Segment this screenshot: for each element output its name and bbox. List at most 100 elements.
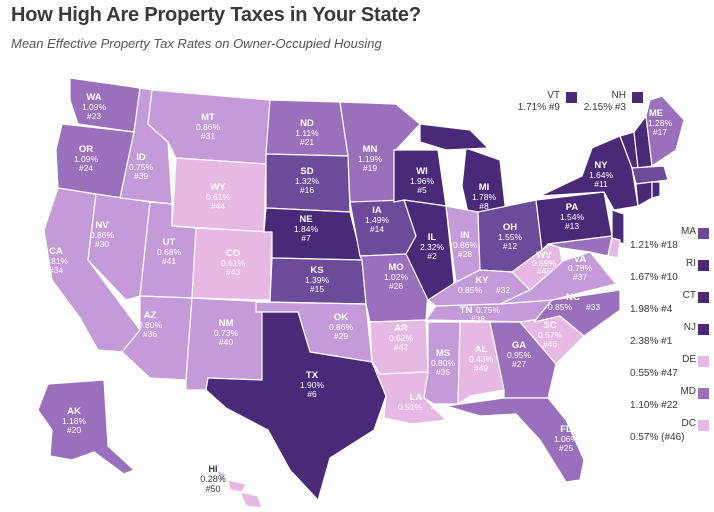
label-IN: IN0.86%#28 — [453, 230, 478, 259]
swatch-RI — [698, 260, 709, 271]
label-IL: IL2.32%#2 — [420, 232, 445, 261]
state-MA[interactable] — [631, 165, 669, 185]
label-PA-rank: #13 — [565, 221, 579, 231]
label-IA-abbr: IA — [372, 205, 382, 216]
state-NJ[interactable] — [611, 209, 625, 245]
label-MN-rank: #19 — [363, 163, 377, 173]
state-MD[interactable] — [547, 235, 613, 257]
label-UT-rank: #41 — [162, 256, 176, 266]
label-CA: CA0.81%#34 — [44, 246, 69, 275]
label-KY-abbr: KY — [475, 275, 489, 286]
label-TX: TX1.90%#6 — [300, 370, 325, 399]
label-TN-abbr: TN — [460, 305, 473, 316]
callout-MA-value: 1.21% #18 — [630, 240, 678, 251]
label-NM: NM0.73%#40 — [214, 318, 239, 347]
label-MI-rank: #8 — [479, 201, 489, 211]
label-TX-rate: 1.90% — [300, 380, 325, 390]
label-ME-rate: 1.28% — [648, 118, 673, 128]
state-WA[interactable] — [69, 77, 141, 133]
label-OH-abbr: OH — [503, 222, 517, 233]
label-ME-rank: #17 — [653, 127, 667, 137]
label-OR-abbr: OR — [79, 144, 93, 155]
label-OH-rank: #12 — [503, 241, 517, 251]
label-SD: SD1.32%#16 — [295, 166, 320, 195]
label-MN: MN1.19%#19 — [358, 144, 383, 173]
label-WY-rate: 0.61% — [206, 192, 231, 202]
state-NE[interactable] — [263, 207, 363, 261]
label-SD-rate: 1.32% — [295, 176, 320, 186]
callout-RI-abbr: RI — [686, 258, 696, 269]
label-KY-rate: 0.85% — [458, 285, 483, 295]
state-AL[interactable] — [457, 321, 505, 405]
state-CT[interactable] — [635, 181, 653, 207]
label-NC-abbr: NC — [566, 292, 580, 303]
page-title: How High Are Property Taxes in Your Stat… — [11, 4, 421, 26]
label-AR-abbr: AR — [394, 323, 408, 334]
label-KS-abbr: KS — [310, 265, 323, 276]
label-WY-abbr: WY — [210, 182, 226, 193]
label-MS-abbr: MS — [436, 348, 450, 359]
state-ME[interactable] — [645, 95, 685, 167]
label-NE-rank: #7 — [301, 233, 311, 243]
label-MI: MI1.78%#8 — [472, 182, 497, 211]
label-MT-abbr: MT — [201, 112, 215, 123]
state-HI-2[interactable] — [227, 479, 247, 493]
label-WY-rank: #44 — [211, 201, 225, 211]
label-FL-abbr: FL — [560, 424, 572, 435]
state-DE[interactable] — [607, 237, 621, 259]
label-NE-rate: 1.84% — [294, 224, 319, 234]
label-ND-rank: #21 — [300, 137, 314, 147]
label-OK-abbr: OK — [334, 312, 348, 323]
label-VA: VA0.78%#37 — [568, 254, 593, 282]
label-KY: KY0.85% #32 — [458, 275, 510, 295]
swatch-MD — [698, 388, 709, 399]
label-WV-abbr: WV — [536, 250, 552, 261]
label-IN-rate: 0.86% — [453, 240, 478, 250]
label-OH: OH1.55%#12 — [498, 222, 523, 251]
label-IL-abbr: IL — [428, 232, 437, 243]
label-SC-rate: 0.57% — [538, 330, 563, 340]
swatch-DE — [698, 356, 709, 367]
label-VA-abbr: VA — [574, 254, 587, 265]
label-ME-abbr: ME — [649, 108, 663, 119]
label-WY: WY0.61%#44 — [206, 182, 231, 211]
state-HI-3[interactable] — [239, 491, 263, 509]
state-MI-UP[interactable] — [419, 123, 489, 151]
label-SD-rank: #16 — [300, 185, 314, 195]
label-AR: AR0.62%#42 — [389, 323, 414, 352]
label-OR-rate: 1.09% — [74, 154, 99, 164]
callout-MD-value: 1.10% #22 — [630, 400, 678, 411]
label-MO-rate: 1.02% — [384, 272, 409, 282]
label-VA-rank: #37 — [573, 272, 587, 282]
state-LA[interactable] — [371, 361, 447, 425]
label-WI-abbr: WI — [416, 166, 428, 177]
state-WV[interactable] — [511, 237, 563, 291]
state-FL[interactable] — [445, 397, 585, 483]
label-AK-rate: 1.18% — [62, 416, 87, 426]
state-AK[interactable] — [37, 379, 135, 475]
label-TN: TN 0.75%#38 — [460, 305, 501, 324]
label-KS-rank: #15 — [310, 284, 324, 294]
swatch-NH — [632, 92, 643, 103]
label-AZ: AZ0.80%#36 — [138, 310, 163, 339]
page-subtitle: Mean Effective Property Tax Rates on Own… — [11, 36, 382, 51]
callout-DC-value: 0.57% (#46) — [630, 432, 685, 443]
label-VA-rate: 0.78% — [568, 263, 593, 273]
state-HI-1[interactable] — [215, 469, 227, 483]
callout-VT-value: 1.71% #9 — [517, 102, 560, 113]
label-UT-rate: 0.68% — [157, 247, 182, 257]
label-NY-rate: 1.64% — [589, 170, 614, 180]
state-RI[interactable] — [651, 181, 661, 199]
label-AK: AK1.18%#20 — [62, 406, 87, 435]
label-CA-abbr: CA — [49, 246, 63, 257]
label-UT-abbr: UT — [163, 237, 176, 248]
label-MN-rate: 1.19% — [358, 154, 383, 164]
label-NM-rank: #40 — [219, 337, 233, 347]
label-MO: MO1.02%#26 — [384, 262, 409, 291]
label-GA: GA0.95%#27 — [507, 340, 532, 369]
state-TX[interactable] — [205, 311, 387, 501]
label-OR-rank: #24 — [79, 163, 93, 173]
swatch-CT — [698, 292, 709, 303]
label-CO-abbr: CO — [226, 248, 240, 259]
label-CO-rate: 0.61% — [221, 258, 246, 268]
